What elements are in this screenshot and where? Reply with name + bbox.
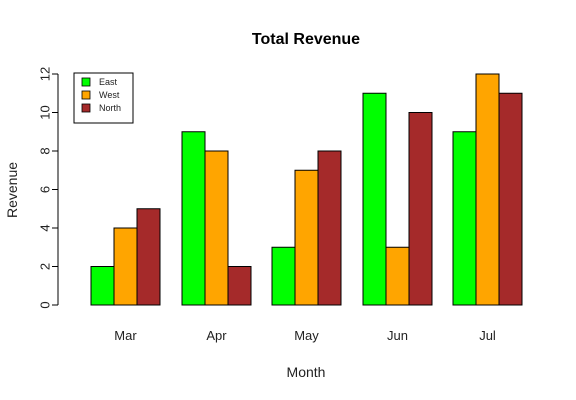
bar-east-apr (181, 131, 206, 306)
bar-west-apr (204, 150, 229, 306)
x-tick-label: Apr (206, 328, 227, 343)
y-tick-label: 10 (37, 105, 52, 119)
bar-north-mar (136, 208, 161, 306)
bar-east-mar (90, 266, 115, 306)
bar-north-jul (498, 92, 523, 306)
bar-west-mar (113, 227, 138, 306)
x-tick-label: Mar (114, 328, 137, 343)
bar-east-jun (362, 92, 387, 306)
bar-north-may (317, 150, 342, 306)
bar-west-jul (475, 73, 500, 306)
legend-label-east: East (99, 77, 118, 87)
bar-groups (90, 73, 523, 306)
x-tick-label: May (294, 328, 319, 343)
y-tick-label: 0 (37, 301, 52, 308)
bar-west-jun (385, 246, 410, 306)
legend-swatch-north (81, 103, 91, 113)
bar-east-may (271, 246, 296, 306)
x-tick-label: Jun (387, 328, 408, 343)
chart-title: Total Revenue (252, 31, 360, 48)
bar-west-may (294, 169, 319, 306)
bar-east-jul (452, 131, 477, 306)
y-axis: 0 2 4 6 8 10 12 (37, 67, 59, 309)
y-axis-label: Revenue (4, 162, 20, 218)
legend-label-west: West (99, 90, 120, 100)
legend-label-north: North (99, 103, 121, 113)
bar-north-jun (408, 112, 433, 306)
y-tick-label: 8 (37, 147, 52, 154)
y-tick-label: 12 (37, 67, 52, 81)
legend-swatch-east (81, 77, 91, 87)
x-tick-label: Jul (479, 328, 496, 343)
y-tick-label: 2 (37, 263, 52, 270)
bar-north-apr (227, 266, 252, 306)
x-axis-label: Month (287, 364, 326, 380)
x-axis-labels: Mar Apr May Jun Jul (114, 328, 496, 343)
y-tick-label: 4 (37, 224, 52, 231)
y-tick-label: 6 (37, 186, 52, 193)
legend-swatch-west (81, 90, 91, 100)
legend: East West North (73, 72, 134, 124)
